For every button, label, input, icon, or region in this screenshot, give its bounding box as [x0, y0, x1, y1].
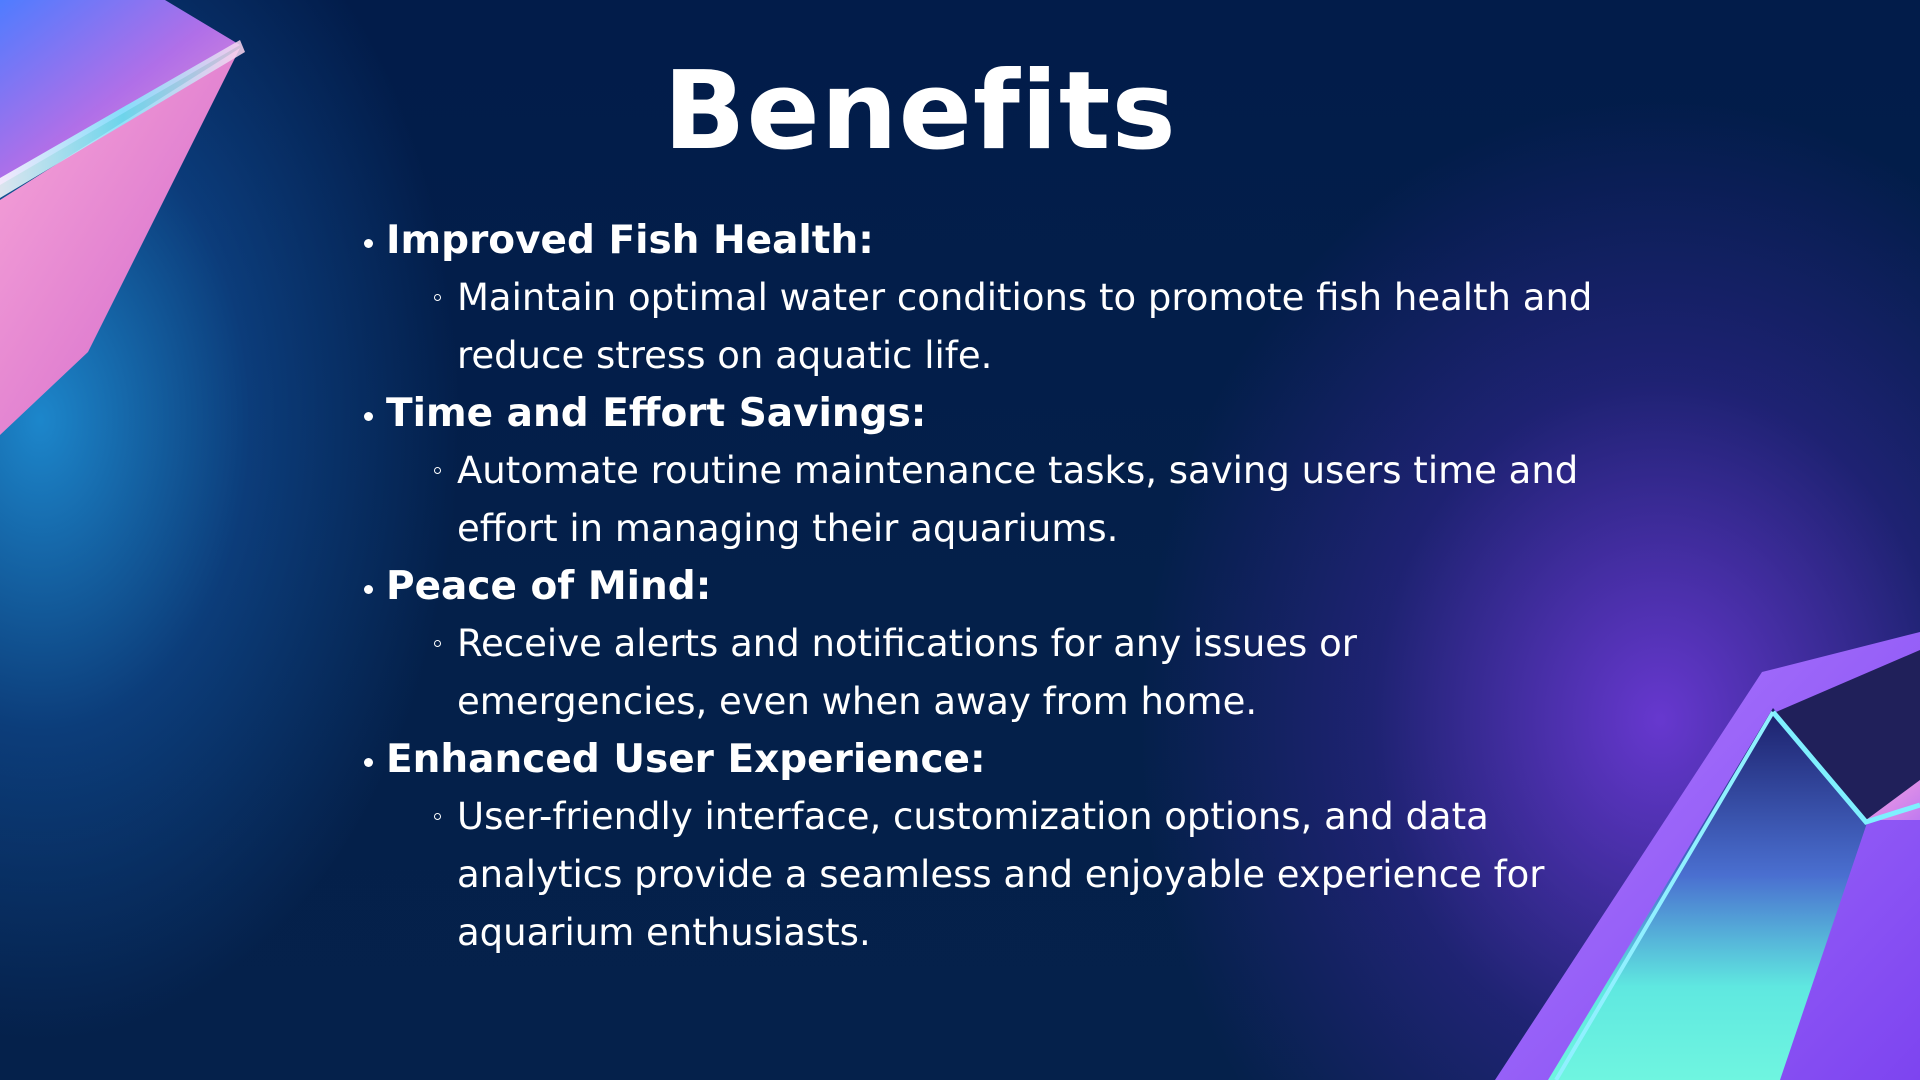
benefit-detail: Automate routine maintenance tasks, savi… [360, 442, 1610, 558]
bullet-icon [364, 239, 373, 248]
benefit-item: Peace of Mind: [360, 558, 1610, 615]
benefit-detail-text: Receive alerts and notifications for any… [457, 622, 1357, 723]
benefit-detail: User-friendly interface, customization o… [360, 788, 1610, 962]
benefit-heading: Peace of Mind: [386, 564, 712, 609]
benefit-item: Enhanced User Experience: [360, 731, 1610, 788]
benefits-list: Improved Fish Health: Maintain optimal w… [360, 212, 1610, 962]
benefit-item: Improved Fish Health: [360, 212, 1610, 269]
sub-bullet-icon [434, 294, 441, 301]
slide-title: Benefits [663, 49, 1177, 174]
benefit-heading: Time and Effort Savings: [386, 391, 927, 436]
benefit-detail-text: Automate routine maintenance tasks, savi… [457, 449, 1579, 550]
bullet-icon [364, 412, 373, 421]
benefit-heading: Improved Fish Health: [386, 218, 874, 263]
bullet-icon [364, 585, 373, 594]
benefit-heading: Enhanced User Experience: [386, 737, 986, 782]
benefit-detail-text: User-friendly interface, customization o… [457, 795, 1545, 954]
benefit-detail: Maintain optimal water conditions to pro… [360, 269, 1610, 385]
benefit-detail: Receive alerts and notifications for any… [360, 615, 1610, 731]
benefit-detail-text: Maintain optimal water conditions to pro… [457, 276, 1593, 377]
sub-bullet-icon [434, 640, 441, 647]
sub-bullet-icon [434, 813, 441, 820]
bullet-icon [364, 758, 373, 767]
sub-bullet-icon [434, 467, 441, 474]
benefit-item: Time and Effort Savings: [360, 385, 1610, 442]
